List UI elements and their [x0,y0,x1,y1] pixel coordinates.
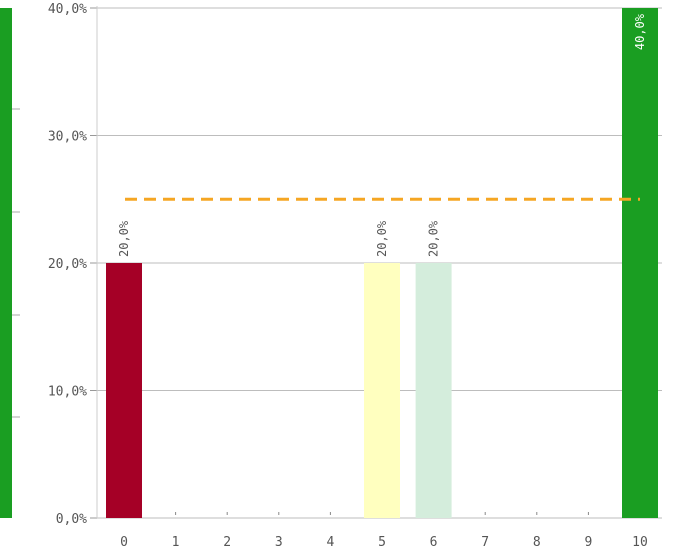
bar [106,263,142,518]
data-label: 20,0% [427,220,441,257]
data-labels: 20,0% 20,0% 20,0% 40,0% [117,13,647,257]
y-tick-label: 40,0% [48,2,87,17]
x-tick-label: 9 [584,535,592,550]
x-tick-label: 7 [481,535,489,550]
x-tick-label: 8 [533,535,541,550]
x-tick-label: 0 [120,535,128,550]
y-tick-label: 20,0% [48,257,87,272]
x-tick-label: 2 [223,535,231,550]
bar [622,8,658,518]
x-tick-label: 4 [326,535,334,550]
bars [106,8,658,518]
data-label: 40,0% [633,13,647,50]
x-tick-label: 6 [430,535,438,550]
left-edge-bar-fill [0,8,12,518]
x-axis: 0 1 2 3 4 5 6 7 8 9 10 [120,512,648,550]
x-tick-label: 1 [172,535,180,550]
y-tick-label: 10,0% [48,385,87,400]
y-tick-label: 30,0% [48,130,87,145]
left-edge-bar [0,8,20,518]
bar [364,263,400,518]
y-tick-label: 0,0% [56,512,87,527]
data-label: 20,0% [375,220,389,257]
x-tick-label: 10 [632,535,648,550]
x-tick-label: 3 [275,535,283,550]
bar [415,263,452,518]
x-tick-label: 5 [378,535,386,550]
data-label: 20,0% [117,220,131,257]
y-axis: 0,0% 10,0% 20,0% 30,0% 40,0% [48,2,98,527]
